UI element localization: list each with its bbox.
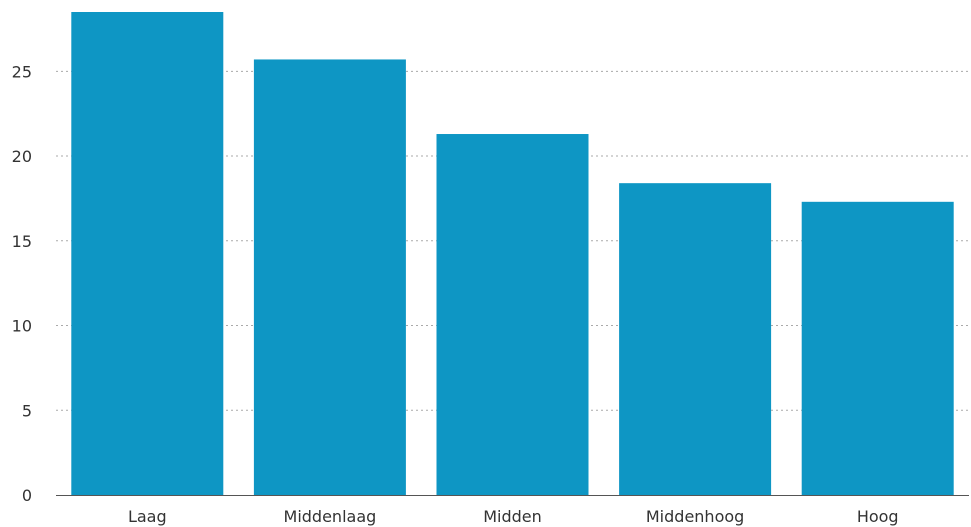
y-tick-label: 25 — [12, 62, 32, 81]
y-tick-label: 15 — [12, 232, 32, 251]
y-tick-label: 5 — [22, 401, 32, 420]
y-tick-label: 10 — [12, 317, 32, 336]
x-category-label: Middenlaag — [284, 507, 377, 526]
y-tick-label: 20 — [12, 147, 32, 166]
bar-laag — [71, 12, 224, 495]
x-category-label: Midden — [483, 507, 542, 526]
y-axis-ticks: 0 5 10 15 20 25 — [12, 62, 32, 505]
bar-middenlaag — [253, 59, 406, 495]
bar-hoog — [801, 201, 954, 495]
x-axis-labels: Laag Middenlaag Midden Middenhoog Hoog — [128, 507, 899, 526]
bar-midden — [436, 134, 589, 495]
x-category-label: Middenhoog — [646, 507, 744, 526]
y-tick-label: 0 — [22, 486, 32, 505]
x-category-label: Laag — [128, 507, 167, 526]
x-category-label: Hoog — [857, 507, 899, 526]
bars — [71, 12, 954, 495]
bar-middenhoog — [619, 183, 772, 495]
